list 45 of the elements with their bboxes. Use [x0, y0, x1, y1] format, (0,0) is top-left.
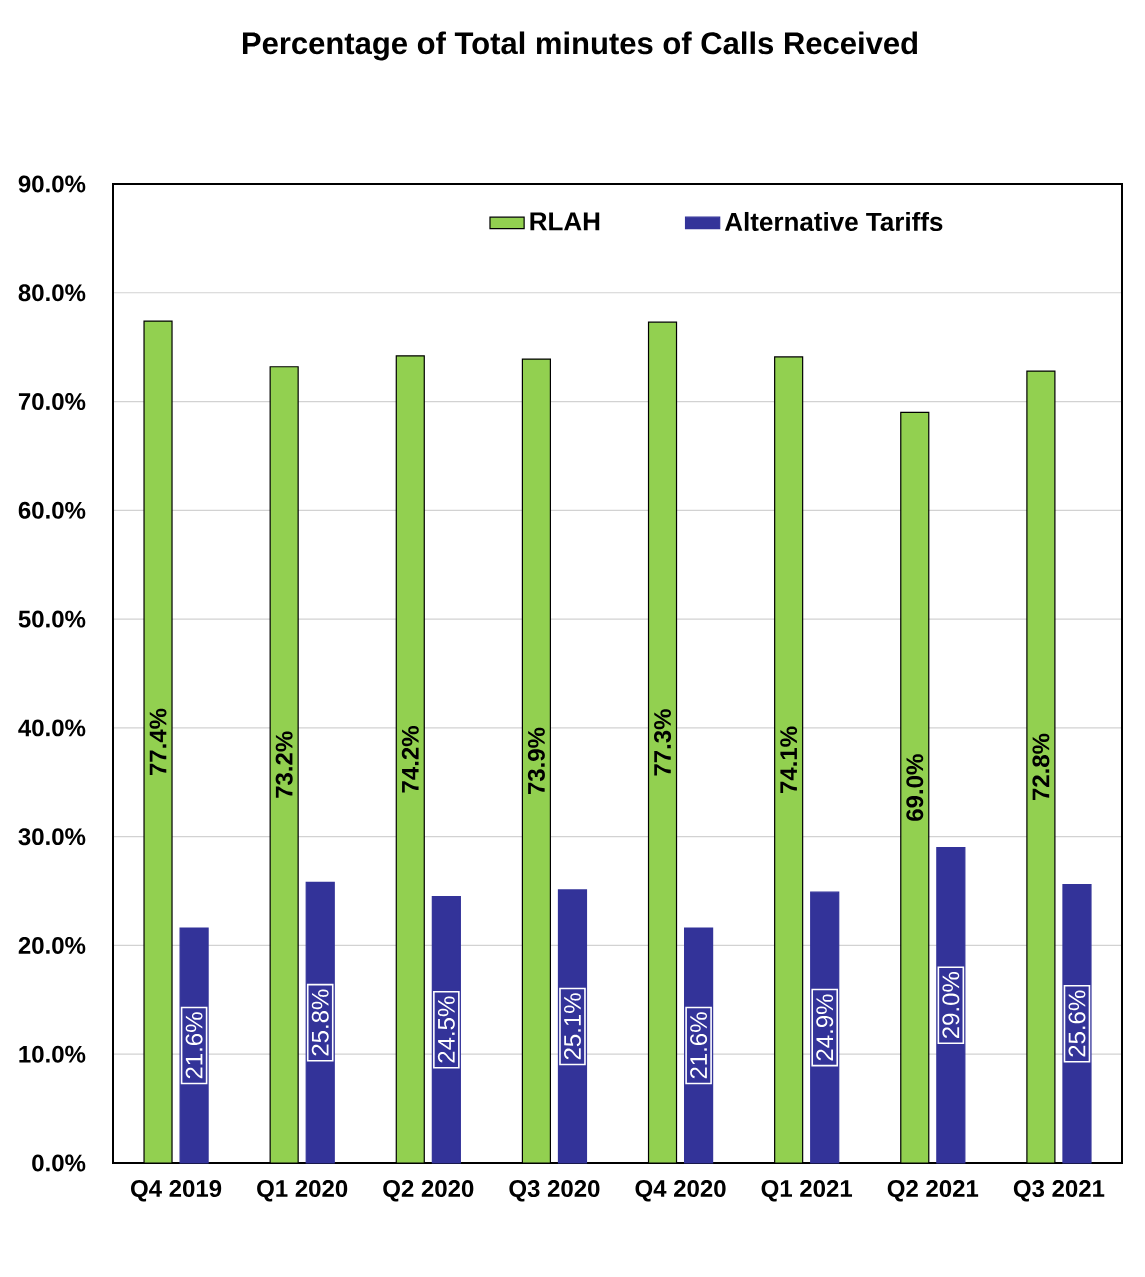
y-tick-label: 10.0%	[19, 1045, 86, 1063]
data-label: 69.0%	[906, 754, 924, 821]
y-tick-label: 60.0%	[18, 501, 86, 519]
x-tick-label: Q2 2021	[887, 1180, 979, 1202]
y-tick-label: 40.0%	[18, 719, 86, 737]
x-tick-label: Q4 2020	[635, 1180, 726, 1202]
data-label: 21.6%	[690, 1012, 708, 1079]
x-tick-label: Q2 2020	[383, 1180, 474, 1202]
bar	[431, 895, 461, 1164]
x-tick-label: Q3 2020	[509, 1180, 600, 1202]
y-tick-label: 20.0%	[18, 936, 86, 954]
bar	[936, 846, 966, 1164]
data-label: 21.6%	[185, 1012, 203, 1079]
bar	[1062, 883, 1092, 1164]
x-tick-label: Q4 2019	[131, 1180, 222, 1202]
x-tick-label: Q1 2021	[761, 1180, 853, 1202]
data-label: 25.8%	[311, 989, 329, 1056]
y-tick-label: 30.0%	[18, 828, 86, 846]
bar	[179, 927, 209, 1164]
data-label: 77.3%	[654, 709, 672, 776]
y-tick-label: 70.0%	[18, 393, 86, 411]
bar	[305, 881, 335, 1164]
x-tick-label: Q3 2021	[1013, 1180, 1105, 1202]
bar	[810, 891, 840, 1164]
data-label: 25.6%	[1068, 990, 1086, 1057]
bar	[684, 927, 714, 1164]
data-label: 24.5%	[437, 996, 455, 1063]
legend-label: Alternative Tariffs	[724, 211, 943, 232]
data-label: 73.2%	[275, 731, 293, 798]
y-tick-label: 50.0%	[18, 610, 86, 628]
data-label: 24.9%	[816, 994, 834, 1061]
y-tick-label: 80.0%	[18, 284, 86, 302]
data-label: 73.9%	[527, 727, 545, 795]
data-label: 74.1%	[780, 726, 798, 793]
legend-label: RLAH	[530, 212, 600, 231]
y-tick-label: 0.0%	[32, 1154, 86, 1172]
data-label: 74.2%	[401, 726, 419, 793]
x-tick-label: Q1 2020	[257, 1180, 348, 1202]
bar	[557, 889, 588, 1164]
y-tick-label: 90.0%	[18, 175, 86, 193]
data-label: 25.1%	[563, 993, 581, 1060]
chart-title: Percentage of Total minutes of Calls Received	[242, 31, 917, 61]
data-label: 77.4%	[149, 708, 167, 776]
data-label: 29.0%	[942, 972, 960, 1039]
data-label: 72.8%	[1032, 733, 1050, 801]
